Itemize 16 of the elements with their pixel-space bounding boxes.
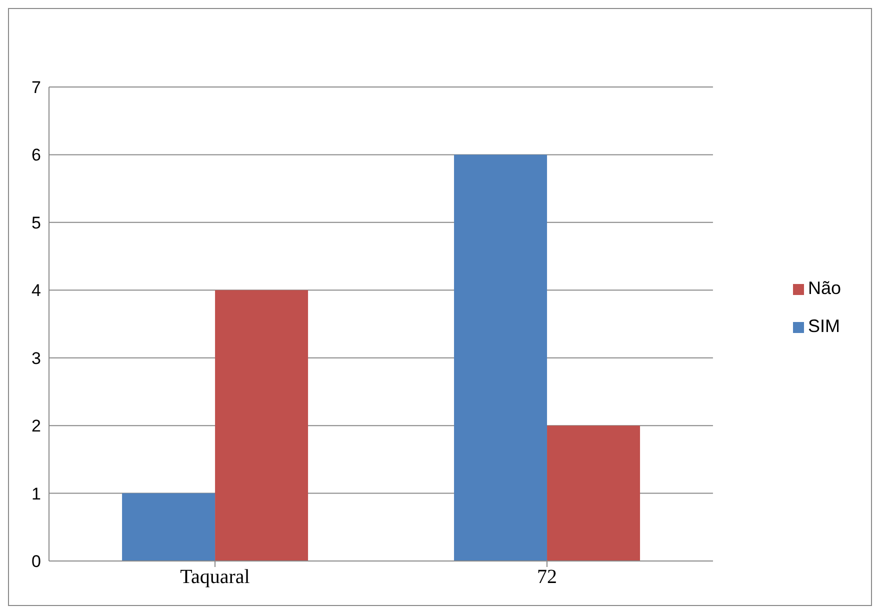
x-tick-label: 72 <box>536 566 557 588</box>
y-tick-label: 4 <box>32 281 41 300</box>
y-tick-label: 5 <box>32 213 41 232</box>
y-tick-label: 7 <box>32 78 41 98</box>
y-tick-label: 0 <box>32 552 41 572</box>
bar <box>215 290 308 561</box>
y-tick-label: 1 <box>32 484 41 504</box>
x-tick-label: Taquaral <box>180 566 250 588</box>
bar <box>454 154 548 561</box>
bar <box>122 493 216 561</box>
y-tick-label: 6 <box>32 146 41 165</box>
legend-label: SIM <box>808 316 840 336</box>
y-tick-label: 3 <box>32 348 41 368</box>
bar <box>547 426 640 561</box>
y-tick-label: 2 <box>32 416 41 436</box>
legend-label: Não <box>808 278 841 298</box>
